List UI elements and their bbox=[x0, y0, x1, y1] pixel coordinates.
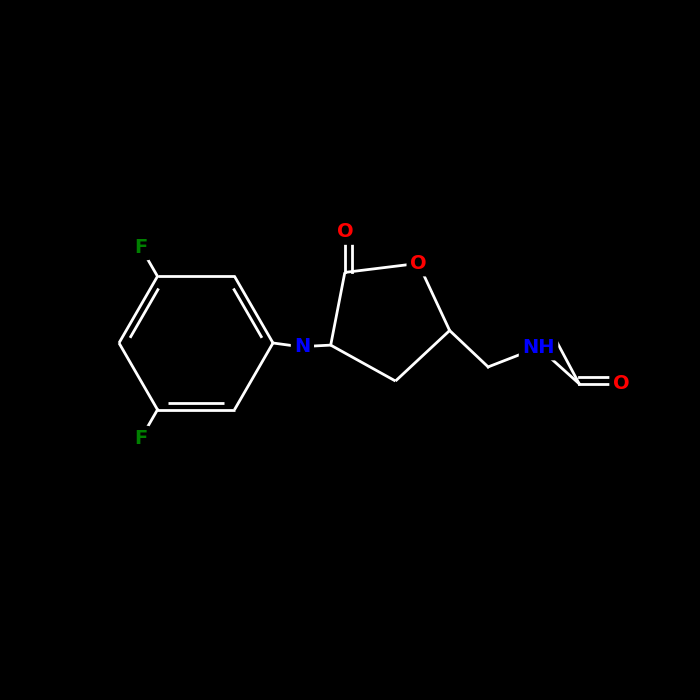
Text: O: O bbox=[410, 254, 427, 273]
Text: O: O bbox=[612, 374, 629, 393]
Text: NH: NH bbox=[522, 338, 555, 357]
Text: N: N bbox=[294, 337, 311, 356]
Text: O: O bbox=[337, 223, 353, 241]
Text: F: F bbox=[134, 238, 147, 257]
Text: F: F bbox=[134, 429, 147, 448]
